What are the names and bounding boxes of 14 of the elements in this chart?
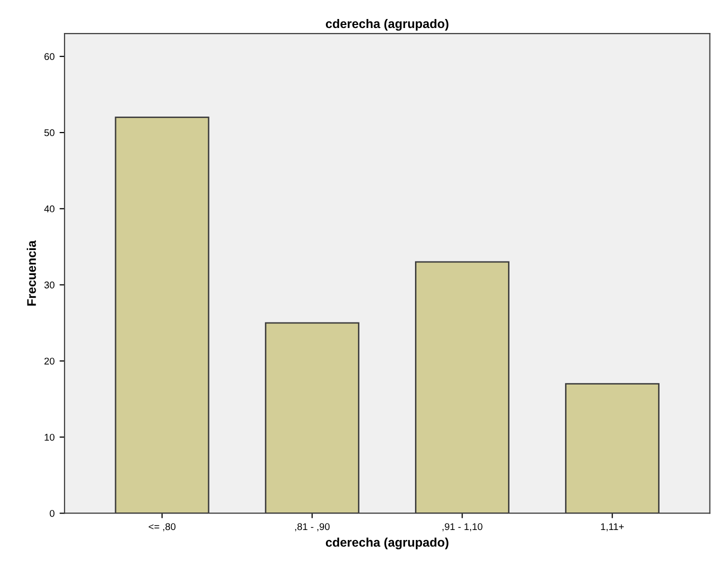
y-tick-label: 0 bbox=[50, 510, 54, 517]
x-tick-label: ,81 - ,90 bbox=[295, 523, 330, 532]
x-tick-label: 1,11+ bbox=[601, 523, 624, 532]
y-tick-label: 10 bbox=[44, 434, 54, 441]
y-tick-label: 20 bbox=[44, 358, 54, 365]
y-tick-label: 30 bbox=[44, 282, 54, 288]
y-tick-label: 60 bbox=[44, 53, 54, 60]
x-tick-label: <= ,80 bbox=[148, 523, 176, 532]
x-tick-label: ,91 - 1,10 bbox=[442, 523, 482, 532]
x-axis-title: cderecha (agrupado) bbox=[326, 538, 448, 550]
chart-title: cderecha (agrupado) bbox=[326, 18, 448, 31]
y-tick-label: 50 bbox=[44, 129, 54, 136]
y-tick-label: 40 bbox=[44, 205, 54, 212]
y-axis-title: Frecuencia bbox=[26, 240, 36, 306]
